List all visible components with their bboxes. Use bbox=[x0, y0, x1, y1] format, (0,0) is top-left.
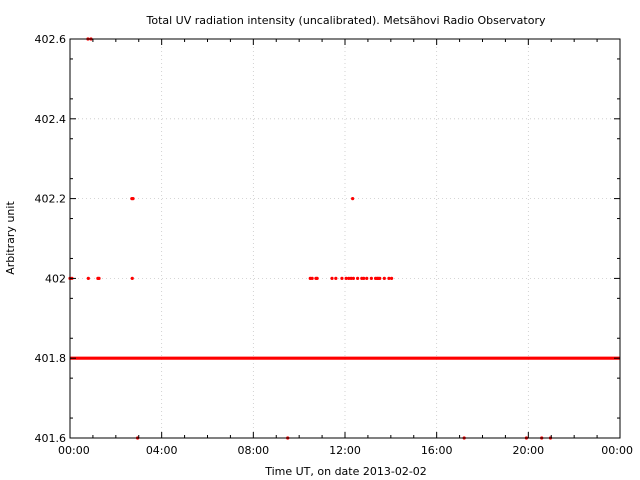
axis-ticks bbox=[69, 38, 621, 439]
x-tick-label: 20:00 bbox=[512, 444, 544, 457]
x-tick-label: 16:00 bbox=[421, 444, 453, 457]
data-point bbox=[315, 276, 319, 280]
data-point bbox=[389, 276, 394, 280]
x-tick-label: 00:00 bbox=[58, 444, 90, 457]
data-point bbox=[382, 276, 386, 280]
data-point bbox=[378, 276, 382, 280]
data-point bbox=[330, 276, 334, 280]
data-point bbox=[334, 276, 338, 280]
y-tick-label: 401.6 bbox=[35, 432, 67, 445]
data-point bbox=[347, 276, 351, 280]
data-point bbox=[340, 276, 344, 280]
x-tick-labels: 00:00 04:00 08:00 12:00 16:00 20:00 00:00 bbox=[58, 444, 633, 457]
y-tick-label: 402 bbox=[45, 272, 66, 285]
x-tick-label: 08:00 bbox=[237, 444, 269, 457]
data-point bbox=[387, 276, 391, 280]
y-tick-labels: 401.6 401.8 402 402.2 402.4 402.6 bbox=[35, 33, 67, 445]
x-axis-label: Time UT, on date 2013-02-02 bbox=[264, 465, 427, 478]
data-point bbox=[362, 276, 366, 280]
data-point bbox=[369, 276, 373, 280]
y-axis-label: Arbitrary unit bbox=[4, 201, 17, 275]
data-point bbox=[310, 276, 314, 280]
x-tick-label: 12:00 bbox=[329, 444, 361, 457]
y-tick-label: 402.4 bbox=[35, 113, 67, 126]
data-point bbox=[86, 276, 90, 280]
y-tick-label: 401.8 bbox=[35, 352, 67, 365]
grid bbox=[70, 39, 620, 438]
x-tick-label: 00:00 bbox=[601, 444, 633, 457]
data-point bbox=[131, 197, 135, 201]
data-point bbox=[344, 276, 348, 280]
data-point bbox=[349, 276, 353, 280]
chart-title: Total UV radiation intensity (uncalibrat… bbox=[146, 14, 546, 27]
data-point bbox=[365, 276, 369, 280]
y-tick-label: 402.6 bbox=[35, 33, 67, 46]
y-tick-label: 402.2 bbox=[35, 193, 67, 206]
data-point bbox=[356, 276, 360, 280]
data-point bbox=[351, 197, 355, 201]
data-point bbox=[130, 276, 134, 280]
data-point bbox=[351, 276, 356, 280]
x-tick-label: 04:00 bbox=[146, 444, 178, 457]
data-point bbox=[97, 276, 101, 280]
